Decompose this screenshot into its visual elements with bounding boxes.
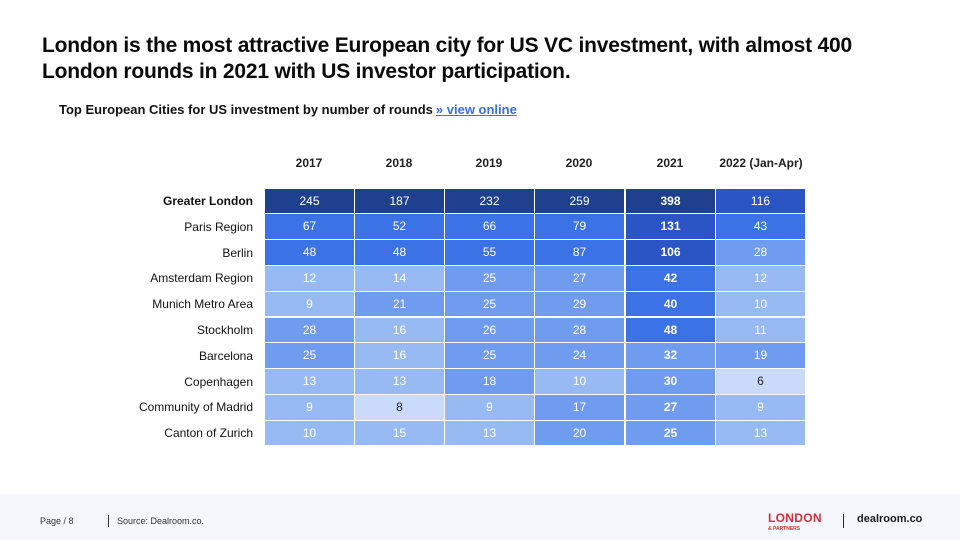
heatmap-cell: 232 (445, 188, 534, 214)
heatmap-cell: 8 (355, 394, 444, 420)
heatmap-cell: 6 (716, 369, 805, 394)
heatmap-cell: 25 (626, 420, 715, 446)
page-number: Page / 8 (40, 516, 74, 526)
heatmap-cell: 14 (355, 265, 444, 291)
heatmap-cell: 24 (535, 343, 624, 369)
heatmap-cell: 87 (535, 240, 624, 265)
heatmap-cell: 18 (445, 369, 534, 394)
source-note: Source: Dealroom.co. (117, 516, 205, 526)
chart-subtitle: Top European Cities for US investment by… (59, 102, 517, 117)
row-label: Canton of Zurich (164, 426, 253, 441)
heatmap-cell: 131 (626, 214, 715, 240)
heatmap-cell: 187 (355, 188, 444, 214)
footer-band (0, 494, 960, 540)
heatmap-cell: 48 (265, 240, 354, 265)
title-band (0, 0, 960, 82)
row-label: Amsterdam Region (150, 271, 253, 286)
logo-separator (843, 514, 844, 528)
heatmap-cell: 25 (445, 343, 534, 369)
heatmap-cell: 9 (445, 394, 534, 420)
heatmap-cell: 11 (716, 317, 805, 343)
column-header: 2018 (385, 156, 413, 170)
london-partners-logo-sub: & PARTNERS (768, 526, 801, 532)
heatmap-cell: 43 (716, 214, 805, 240)
heatmap-cell: 116 (716, 188, 805, 214)
heatmap-cell: 27 (626, 394, 715, 420)
london-partners-logo: LONDON (768, 511, 822, 525)
heatmap-cell: 398 (626, 188, 715, 214)
column-header: 2021 (656, 156, 684, 170)
column-header: 2020 (565, 156, 593, 170)
footer-divider (108, 515, 109, 527)
heatmap-cell: 13 (265, 369, 354, 394)
row-label: Greater London (162, 194, 253, 208)
heatmap-cell: 10 (265, 420, 354, 446)
heatmap-cell: 19 (716, 343, 805, 369)
heatmap-cell: 259 (535, 188, 624, 214)
heatmap-cell: 79 (535, 214, 624, 240)
heatmap-cell: 52 (355, 214, 444, 240)
column-header: 2017 (295, 156, 323, 170)
row-label: Barcelona (198, 348, 253, 363)
heatmap-cell: 13 (445, 420, 534, 446)
heatmap-cell: 55 (445, 240, 534, 265)
heatmap-cell: 42 (626, 265, 715, 291)
heatmap-cell: 40 (626, 291, 715, 317)
heatmap-cell: 245 (265, 188, 354, 214)
heatmap-cell: 28 (716, 240, 805, 265)
heatmap-cell: 9 (265, 291, 354, 317)
heatmap-cell: 32 (626, 343, 715, 369)
heatmap-cell: 15 (355, 420, 444, 446)
heatmap-cell: 9 (716, 394, 805, 420)
dealroom-logo: dealroom.co (857, 513, 923, 525)
heatmap-cell: 16 (355, 317, 444, 343)
row-label: Paris Region (184, 219, 253, 234)
column-header: 2019 (475, 156, 503, 170)
heatmap-cell: 28 (265, 317, 354, 343)
heatmap-cell: 25 (445, 291, 534, 317)
heatmap-cell: 66 (445, 214, 534, 240)
heatmap-cell: 27 (535, 265, 624, 291)
row-label: Stockholm (196, 323, 253, 337)
heatmap-cell: 9 (265, 394, 354, 420)
heatmap-cell: 29 (535, 291, 624, 317)
heatmap-cell: 13 (716, 420, 805, 446)
heatmap-cell: 21 (355, 291, 444, 317)
row-label: Copenhagen (184, 374, 253, 389)
heatmap-cell: 10 (535, 369, 624, 394)
heatmap-cell: 26 (445, 317, 534, 343)
heatmap-cell: 28 (535, 317, 624, 343)
heatmap-cell: 25 (445, 265, 534, 291)
column-header: 2022 (Jan-Apr) (719, 156, 803, 170)
row-label: Berlin (222, 245, 253, 260)
heatmap-cell: 48 (355, 240, 444, 265)
heatmap-cell: 48 (626, 317, 715, 343)
chart-title: Top European Cities for US investment by… (59, 102, 433, 117)
heatmap-cell: 12 (265, 265, 354, 291)
row-label: Munich Metro Area (152, 297, 253, 312)
row-label: Community of Madrid (138, 400, 253, 415)
heatmap-cell: 12 (716, 265, 805, 291)
heatmap-cell: 20 (535, 420, 624, 446)
heatmap-cell: 67 (265, 214, 354, 240)
heatmap-cell: 25 (265, 343, 354, 369)
heatmap-cell: 30 (626, 369, 715, 394)
view-online-link[interactable]: » view online (435, 102, 517, 117)
heatmap-cell: 13 (355, 369, 444, 394)
heatmap-cell: 17 (535, 394, 624, 420)
heatmap-cell: 16 (355, 343, 444, 369)
heatmap-cell: 10 (716, 291, 805, 317)
heatmap-cell: 106 (626, 240, 715, 265)
page-headline: London is the most attractive European c… (42, 34, 852, 83)
